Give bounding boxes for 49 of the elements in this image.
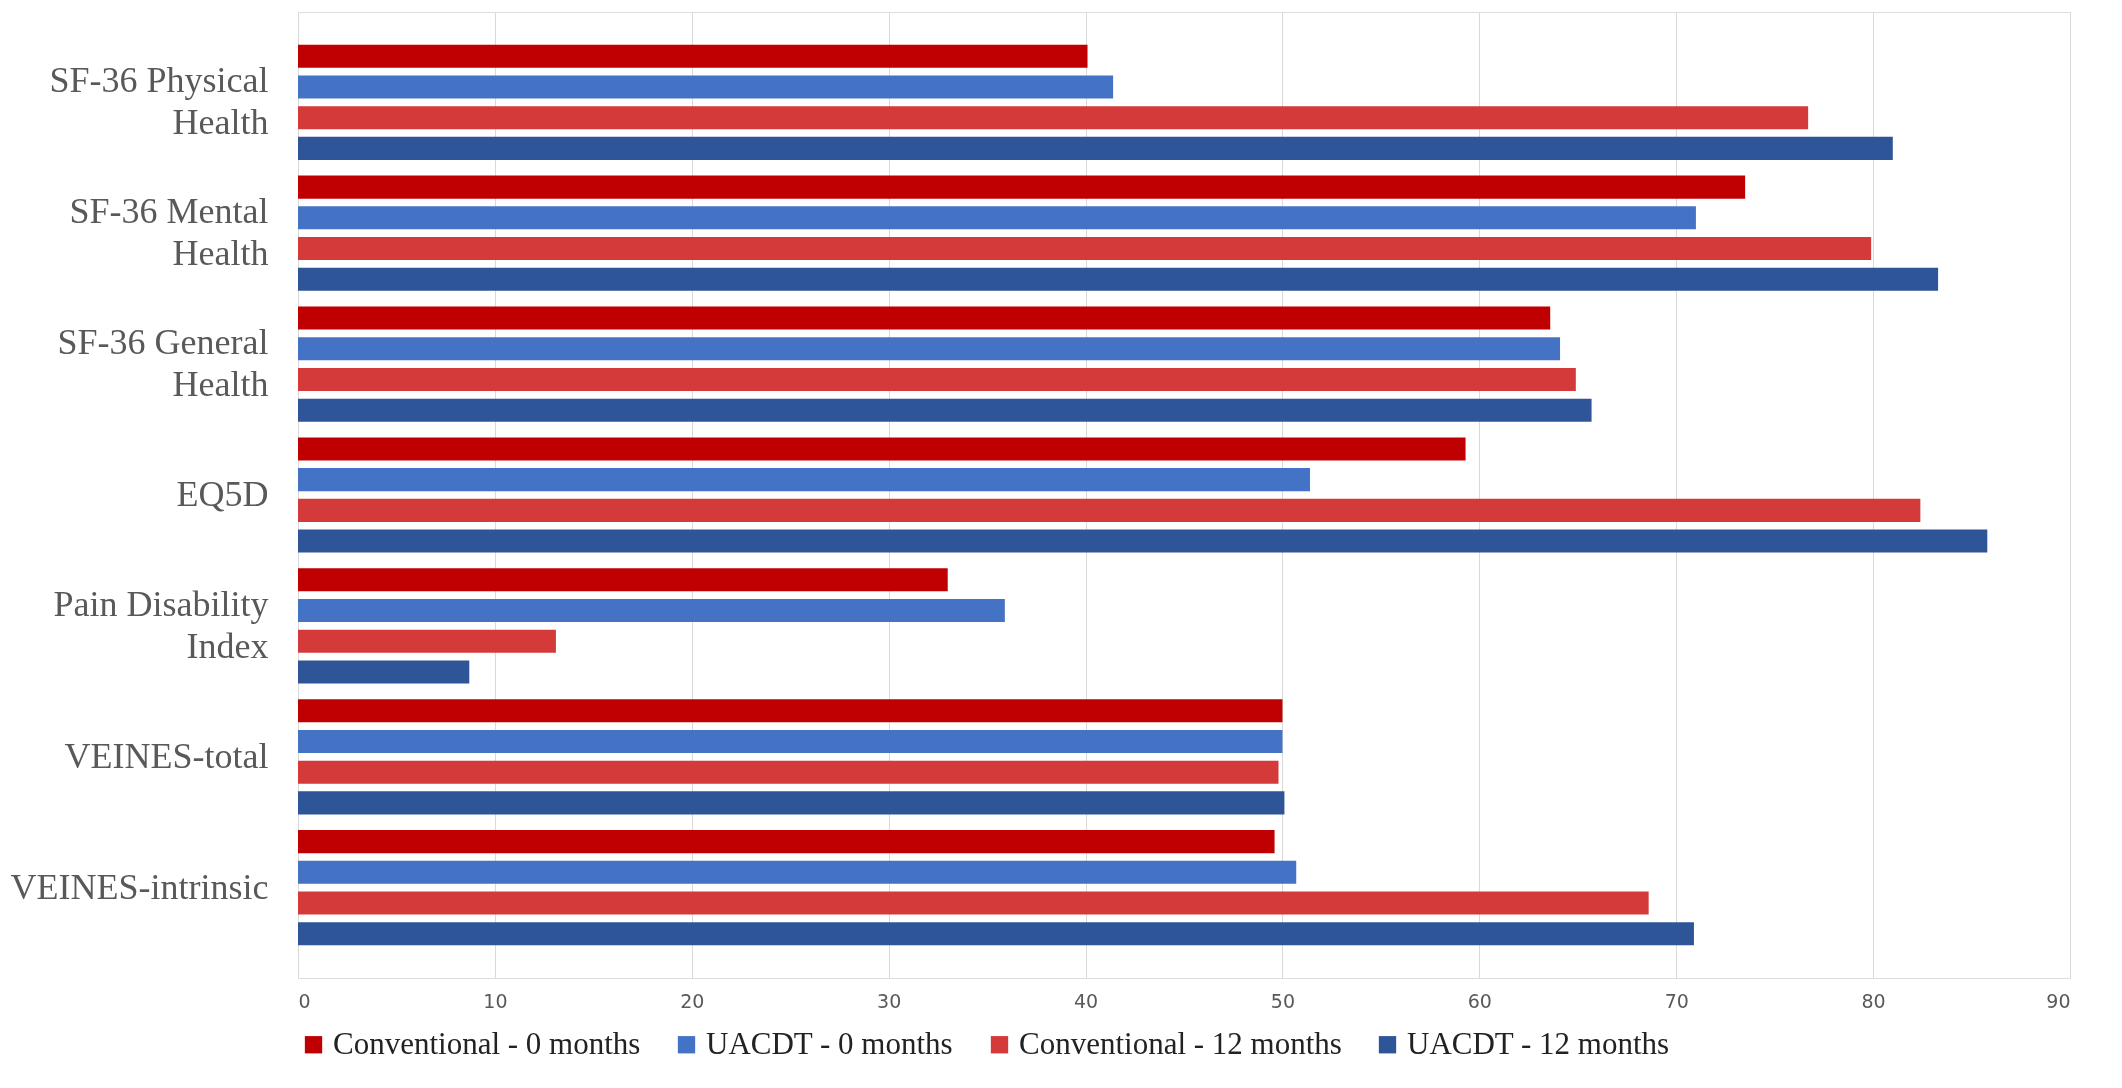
bar (298, 337, 1561, 361)
y-tick-label: VEINES-total (64, 735, 269, 776)
legend-label: Conventional - 0 months (333, 1025, 641, 1061)
bar (298, 44, 1088, 68)
bar (298, 760, 1279, 784)
bar (298, 860, 1297, 884)
bar (298, 437, 1466, 461)
legend-label: UACDT - 12 months (1407, 1025, 1670, 1061)
bar (298, 791, 1285, 815)
x-tick-label: 40 (1073, 989, 1099, 1012)
bar (298, 175, 1746, 199)
bar (298, 568, 948, 592)
bar (298, 468, 1311, 492)
bar (298, 660, 470, 684)
y-tick-label: SF-36 Mental Health (69, 191, 269, 274)
bar (298, 498, 1921, 522)
x-tick-label: 0 (298, 989, 311, 1012)
bar (298, 267, 1939, 291)
y-tick-label: Pain Disability Index (53, 583, 269, 666)
bar (298, 367, 1576, 391)
bar (298, 629, 556, 653)
x-tick-label: 50 (1270, 989, 1296, 1012)
bar (298, 237, 1872, 261)
bar (298, 398, 1592, 422)
y-tick-label: SF-36 General Health (57, 322, 269, 405)
bar (298, 306, 1551, 330)
x-tick-label: 70 (1664, 989, 1689, 1012)
bar (298, 599, 1005, 623)
y-tick-label: SF-36 Physical Health (49, 60, 269, 143)
x-tick-label: 10 (483, 989, 508, 1012)
bar (298, 75, 1114, 99)
bar (298, 136, 1893, 160)
legend-label: Conventional - 12 months (1019, 1025, 1342, 1061)
x-tick-label: 80 (1861, 989, 1886, 1012)
bar (298, 922, 1694, 946)
bar (298, 891, 1649, 915)
bar (298, 699, 1283, 723)
bar (298, 729, 1283, 753)
bar (298, 206, 1696, 230)
bar (298, 830, 1275, 854)
bar (298, 529, 1988, 553)
x-tick-label: 90 (2046, 989, 2071, 1012)
legend-label: UACDT - 0 months (706, 1025, 953, 1061)
x-tick-label: 30 (877, 989, 902, 1012)
y-tick-label: VEINES-intrinsic (10, 866, 269, 907)
y-tick-label: EQ5D (176, 474, 269, 514)
x-tick-label: 20 (680, 989, 705, 1012)
bar (298, 106, 1809, 130)
x-tick-label: 60 (1467, 989, 1492, 1012)
